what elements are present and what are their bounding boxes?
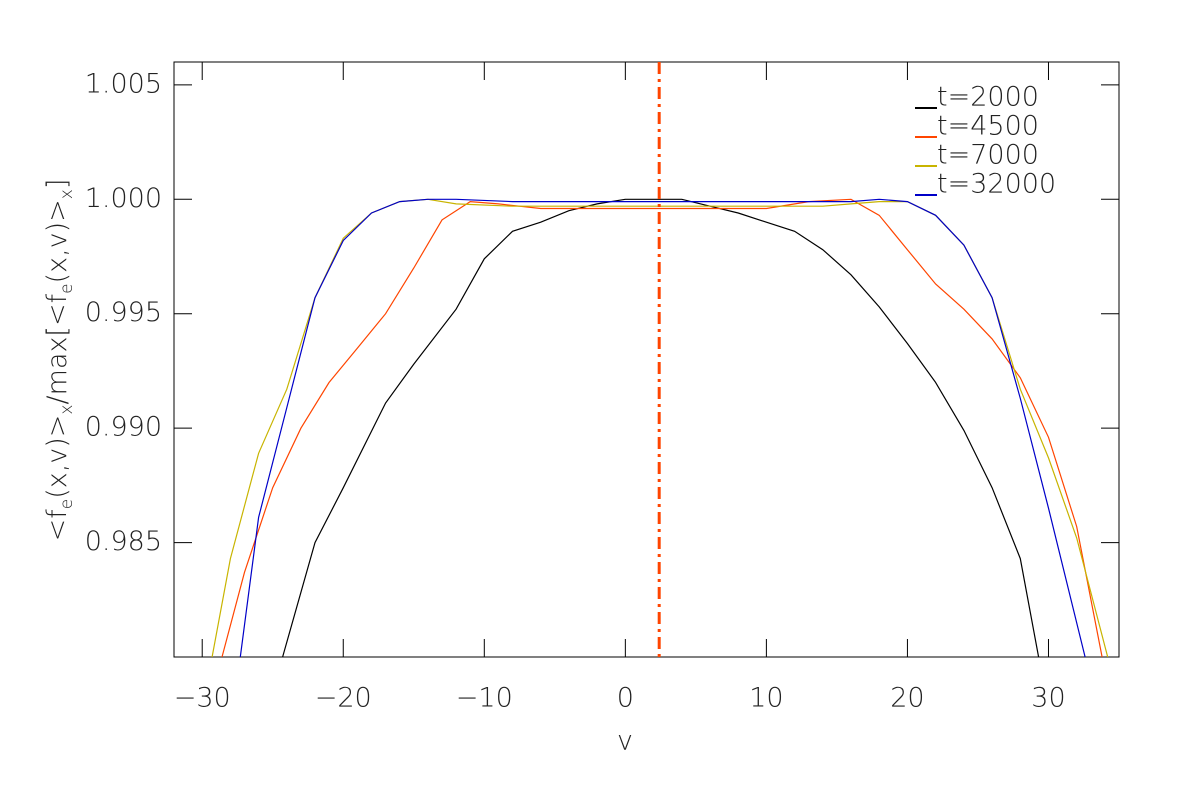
y-tick-label: 0.985 — [85, 526, 162, 557]
y-label-part: (x,v)> — [42, 415, 73, 499]
y-tick-label: 1.005 — [85, 68, 162, 99]
y-label-part: e — [57, 499, 77, 509]
x-tick-label: 30 — [1031, 683, 1065, 714]
x-tick-label: −30 — [174, 683, 231, 714]
y-label-part: ] — [42, 179, 73, 190]
series-line — [239, 198, 1086, 657]
y-label-part: e — [57, 283, 77, 293]
y-label-part: x — [57, 189, 77, 199]
x-tick-label: 20 — [890, 683, 924, 714]
x-tick-label: 10 — [749, 683, 783, 714]
y-label-part: <f — [42, 509, 73, 542]
series-line — [221, 198, 1103, 657]
legend-label: t=2000 — [937, 82, 1039, 113]
y-label-part: (x,v)> — [42, 199, 73, 283]
plot-area — [211, 198, 1109, 657]
x-tick-label: −10 — [456, 683, 513, 714]
y-tick-label: 0.990 — [85, 412, 162, 443]
x-tick-label: −20 — [315, 683, 372, 714]
x-axis-label: v — [617, 726, 633, 757]
plot-frame — [173, 61, 1120, 658]
y-label-part: x — [57, 405, 77, 415]
legend-label: t=4500 — [937, 111, 1039, 142]
x-tick-label: 0 — [617, 683, 634, 714]
y-axis-label: <fe(x,v)>x/max[<fe(x,v)>x] — [42, 179, 78, 542]
legend-label: t=7000 — [937, 140, 1039, 171]
series-line — [282, 198, 1040, 657]
y-tick-label: 0.995 — [85, 297, 162, 328]
y-tick-label: 1.000 — [85, 183, 162, 214]
legend-label: t=32000 — [937, 169, 1056, 200]
y-label-part: /max[<f — [42, 293, 73, 404]
